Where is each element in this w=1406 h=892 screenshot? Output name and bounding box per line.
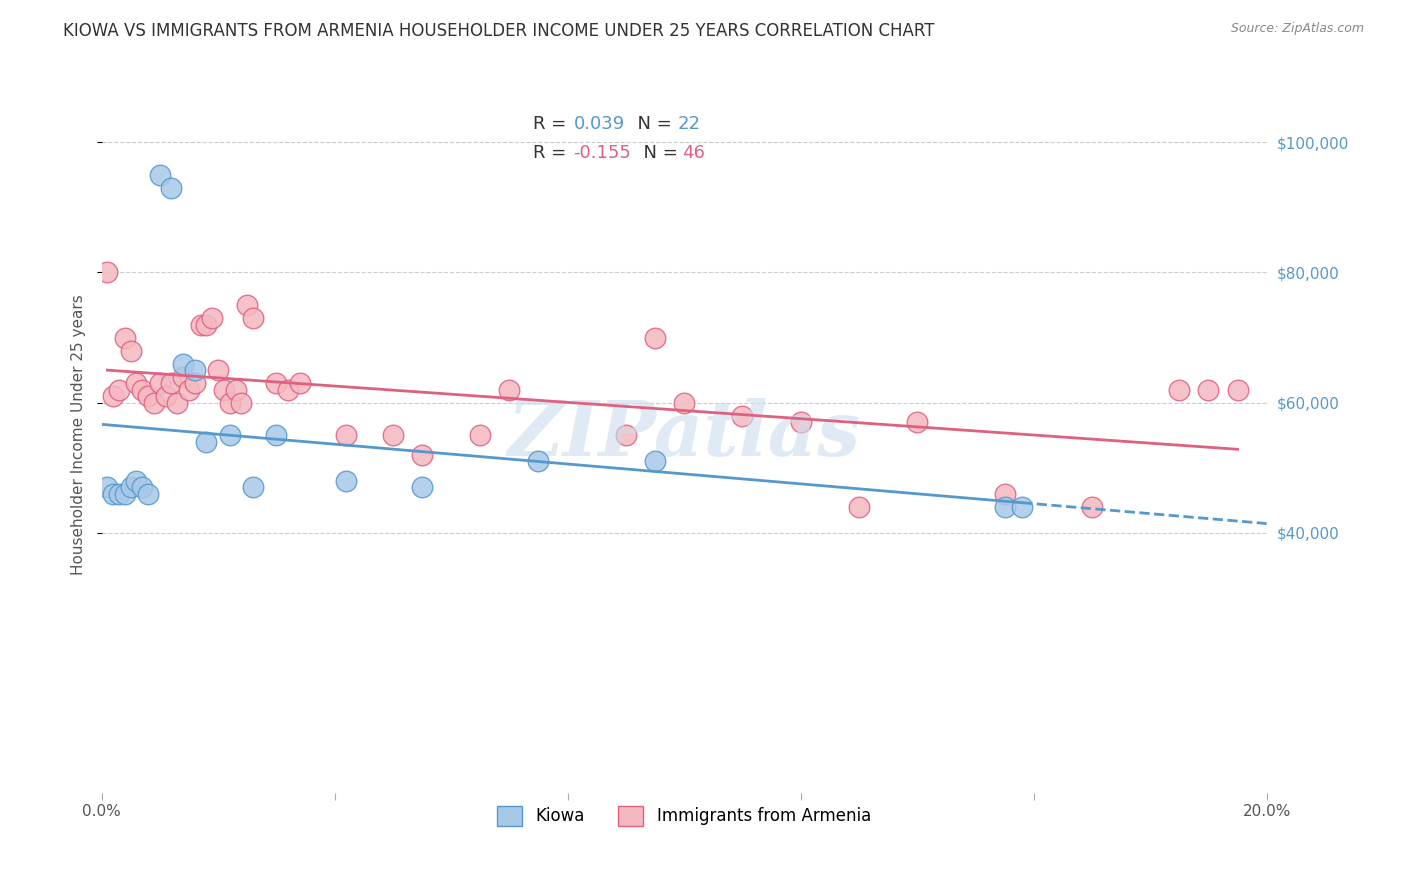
Legend: Kiowa, Immigrants from Armenia: Kiowa, Immigrants from Armenia [489, 797, 879, 834]
Text: R =: R = [533, 144, 572, 161]
Point [411, 480, 433, 494]
Text: N =: N = [626, 115, 678, 133]
Text: Source: ZipAtlas.com: Source: ZipAtlas.com [1230, 22, 1364, 36]
Point [149, 168, 172, 182]
Point [108, 486, 131, 500]
Point [335, 428, 357, 442]
Point [195, 434, 218, 449]
Text: R =: R = [533, 115, 572, 133]
Point [266, 376, 288, 390]
Point [131, 480, 153, 494]
Point [120, 480, 142, 494]
Text: KIOWA VS IMMIGRANTS FROM ARMENIA HOUSEHOLDER INCOME UNDER 25 YEARS CORRELATION C: KIOWA VS IMMIGRANTS FROM ARMENIA HOUSEHO… [63, 22, 935, 40]
Point [1168, 383, 1191, 397]
Point [96, 265, 118, 279]
Point [993, 500, 1015, 514]
Point [195, 318, 218, 332]
Point [101, 389, 124, 403]
Point [411, 448, 433, 462]
Point [172, 369, 194, 384]
Point [993, 486, 1015, 500]
Point [101, 486, 124, 500]
Point [172, 357, 194, 371]
Text: -0.155: -0.155 [574, 144, 631, 161]
Text: ZIPatlas: ZIPatlas [508, 398, 860, 472]
Point [527, 454, 550, 468]
Point [231, 395, 253, 409]
Point [1081, 500, 1104, 514]
Point [218, 395, 240, 409]
Point [190, 318, 212, 332]
Point [125, 474, 148, 488]
Point [498, 383, 520, 397]
Point [288, 376, 311, 390]
Point [149, 376, 172, 390]
Point [114, 330, 136, 344]
Point [177, 383, 200, 397]
Point [673, 395, 696, 409]
Point [470, 428, 492, 442]
Text: 46: 46 [682, 144, 704, 161]
Point [108, 383, 131, 397]
Y-axis label: Householder Income Under 25 years: Householder Income Under 25 years [72, 294, 86, 575]
Point [335, 474, 357, 488]
Point [207, 363, 229, 377]
Point [1198, 383, 1220, 397]
Point [644, 454, 666, 468]
Point [136, 486, 159, 500]
Text: 22: 22 [678, 115, 700, 133]
Point [201, 311, 224, 326]
Point [166, 395, 188, 409]
Point [381, 428, 404, 442]
Point [212, 383, 235, 397]
Point [277, 383, 299, 397]
Point [266, 428, 288, 442]
Text: N =: N = [631, 144, 683, 161]
Point [142, 395, 165, 409]
Point [160, 181, 183, 195]
Point [242, 480, 264, 494]
Point [155, 389, 177, 403]
Point [96, 480, 118, 494]
Point [160, 376, 183, 390]
Point [236, 298, 259, 312]
Point [1011, 500, 1033, 514]
Point [125, 376, 148, 390]
Point [184, 363, 207, 377]
Point [218, 428, 240, 442]
Point [614, 428, 637, 442]
Point [731, 409, 754, 423]
Text: 0.039: 0.039 [574, 115, 624, 133]
Point [120, 343, 142, 358]
Point [136, 389, 159, 403]
Point [225, 383, 247, 397]
Point [905, 415, 928, 429]
Point [242, 311, 264, 326]
Point [131, 383, 153, 397]
Point [644, 330, 666, 344]
Point [848, 500, 870, 514]
Point [1226, 383, 1249, 397]
Point [789, 415, 811, 429]
Point [184, 376, 207, 390]
Point [114, 486, 136, 500]
